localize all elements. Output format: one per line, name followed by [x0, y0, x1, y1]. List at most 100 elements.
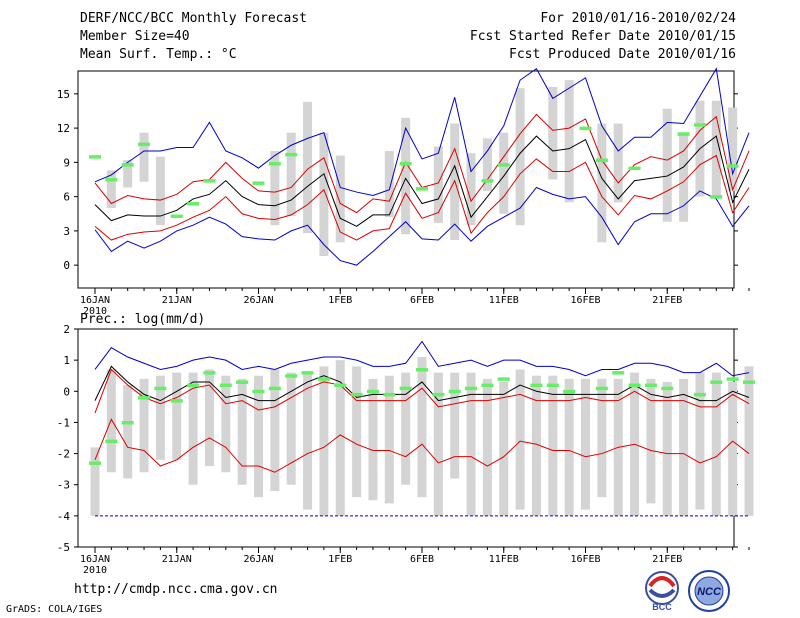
spread-box: [711, 100, 721, 197]
source-url-link[interactable]: http://cmdp.ncc.cma.gov.cn: [74, 582, 278, 597]
x-tick-label: 1FEB: [328, 554, 352, 565]
observed-marker: [154, 386, 167, 391]
spread-box: [499, 132, 509, 214]
ensemble-min-line: [94, 186, 750, 266]
spread-box: [237, 378, 247, 485]
x-tick-label: 16FEB: [570, 554, 600, 565]
x-tick-label: 21FEB: [652, 554, 682, 565]
spread-box: [384, 150, 394, 218]
x-tick-label: 11FEB: [489, 554, 519, 565]
observed-marker: [105, 178, 118, 182]
observed-marker: [252, 389, 265, 394]
x-year-label: 2010: [83, 565, 107, 576]
observed-marker: [677, 132, 690, 136]
spread-box: [172, 372, 182, 460]
y-tick-label: -5: [57, 541, 70, 554]
observed-marker: [187, 383, 200, 388]
observed-marker: [399, 386, 412, 391]
spread-box: [221, 375, 231, 473]
observed-marker: [383, 392, 396, 397]
spread-box: [155, 156, 165, 226]
observed-marker: [595, 386, 608, 391]
forecast-period-label: For 2010/01/16-2010/02/24: [540, 11, 736, 26]
ensemble-max-line: [94, 67, 750, 197]
x-tick-label: 21JAN: [162, 295, 192, 306]
spread-box: [450, 372, 460, 479]
lower-percentile-line: [94, 154, 750, 241]
spread-box: [466, 372, 476, 516]
observed-marker: [187, 201, 200, 206]
ncc-logo: NCC: [686, 568, 732, 618]
spread-box: [548, 375, 558, 516]
observed-marker: [579, 126, 592, 131]
ensemble-mean-line: [94, 365, 750, 402]
spread-box: [286, 132, 296, 217]
observed-marker: [644, 383, 657, 388]
observed-marker: [710, 380, 723, 384]
spread-box: [679, 132, 689, 222]
observed-marker: [628, 383, 641, 388]
x-tick-label: 11FEB: [489, 295, 519, 306]
spread-box: [662, 108, 672, 222]
spread-box: [335, 155, 345, 243]
observed-marker: [481, 179, 494, 183]
y-tick-label: 12: [57, 122, 70, 135]
spread-box: [597, 378, 607, 498]
y-tick-label: 9: [63, 156, 70, 169]
observed-marker: [89, 461, 101, 465]
y-tick-label: 1: [63, 354, 70, 367]
observed-marker: [726, 377, 739, 381]
observed-marker: [481, 383, 494, 388]
observed-marker: [416, 367, 428, 372]
x-tick-label: 21JAN: [162, 554, 192, 565]
ensemble-min-line: [94, 418, 750, 473]
ensemble-max-line: [94, 340, 750, 377]
spread-box: [155, 375, 165, 460]
spread-box: [728, 381, 738, 516]
lower-percentile-line: [94, 368, 750, 414]
observed-marker: [203, 179, 216, 183]
spread-box: [482, 378, 492, 516]
spread-box: [679, 378, 689, 516]
spread-box: [319, 366, 329, 516]
y-tick-label: 3: [63, 225, 70, 238]
observed-marker: [285, 152, 298, 157]
x-tick-label: 21FEB: [652, 295, 682, 306]
spread-box: [401, 372, 411, 485]
observed-marker: [366, 389, 379, 394]
spread-box: [368, 378, 378, 501]
observed-marker: [121, 163, 134, 167]
x-tick-label: 6FEB: [410, 554, 434, 565]
y-tick-label: -2: [57, 448, 70, 461]
ncc-logo-text: NCC: [697, 586, 722, 598]
y-tick-label: 15: [57, 88, 70, 101]
spread-box: [417, 357, 427, 498]
observed-marker: [710, 195, 723, 199]
spread-box: [204, 369, 214, 467]
upper-percentile-line: [94, 113, 750, 214]
observed-marker: [89, 155, 101, 159]
spread-box: [123, 385, 133, 479]
observed-marker: [252, 181, 265, 185]
spread-box: [515, 369, 525, 510]
spread-box: [433, 372, 443, 516]
y-tick-label: -1: [57, 416, 70, 429]
x-tick-label: 1FEB: [328, 295, 352, 306]
spread-box: [139, 378, 149, 473]
spread-box: [548, 86, 558, 180]
spread-box: [564, 378, 574, 516]
x-tick-label: 16FEB: [570, 295, 600, 306]
member-size-label: Member Size=40: [80, 29, 190, 44]
spread-box: [188, 372, 198, 485]
x-tick-label: 26JAN: [243, 554, 273, 565]
x-tick-label: 16JAN: [80, 295, 110, 306]
spread-box: [482, 138, 492, 191]
panel-title-precip: Prec.: log(mm/d): [80, 312, 205, 327]
observed-marker: [219, 383, 232, 388]
spread-box: [401, 117, 411, 235]
y-tick-label: -4: [57, 510, 71, 523]
observed-marker: [301, 371, 314, 375]
observed-marker: [138, 142, 151, 147]
spread-box: [270, 150, 280, 226]
